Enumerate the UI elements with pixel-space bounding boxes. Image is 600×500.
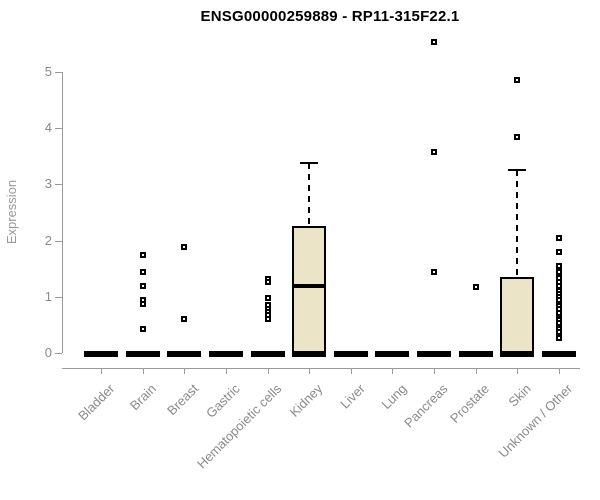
- x-tick-label: Pancreas: [401, 381, 451, 431]
- y-tick: [55, 240, 62, 242]
- x-tick-label: Lung: [377, 381, 410, 413]
- x-tick: [392, 368, 394, 374]
- zero-bar: [333, 350, 368, 357]
- y-axis-label: Expression: [4, 179, 19, 245]
- box: [500, 276, 535, 353]
- x-tick-label: Gastric: [202, 381, 243, 421]
- x-tick: [267, 368, 269, 374]
- median-line: [294, 284, 325, 289]
- y-tick: [55, 296, 62, 298]
- x-tick: [350, 368, 352, 374]
- x-tick: [475, 368, 477, 374]
- outlier-point: [139, 300, 146, 307]
- x-tick-label: Kidney: [287, 381, 326, 420]
- y-tick-label: 3: [44, 176, 52, 192]
- zero-bar: [250, 350, 285, 357]
- outlier-point: [514, 134, 521, 141]
- whisker-cap: [300, 162, 319, 165]
- y-tick: [55, 128, 62, 130]
- outlier-point: [555, 269, 562, 276]
- outlier-point: [472, 283, 479, 290]
- x-tick: [101, 368, 102, 374]
- whisker-cap: [508, 168, 527, 171]
- y-tick: [55, 353, 62, 354]
- zero-bar: [458, 350, 493, 357]
- x-tick-label: Bladder: [75, 381, 118, 424]
- y-tick-label: 2: [44, 232, 52, 248]
- zero-bar: [84, 350, 118, 357]
- zero-bar: [500, 350, 535, 357]
- y-tick: [55, 72, 62, 73]
- outlier-point: [431, 149, 438, 156]
- outlier-point: [555, 309, 562, 316]
- x-tick: [184, 368, 186, 374]
- zero-bar: [417, 350, 452, 357]
- x-tick-label: Unknown / Other: [495, 381, 576, 461]
- x-tick-label: Prostate: [447, 381, 493, 426]
- zero-bar: [208, 350, 243, 357]
- outlier-point: [431, 38, 438, 45]
- outlier-point: [139, 325, 146, 332]
- x-tick: [309, 368, 311, 374]
- outlier-point: [181, 244, 188, 251]
- y-tick-label: 5: [44, 64, 52, 79]
- x-tick: [558, 368, 560, 374]
- x-tick-label: Breast: [163, 381, 201, 419]
- x-tick: [434, 368, 436, 374]
- chart-title: ENSG00000259889 - RP11-315F22.1: [200, 8, 460, 25]
- y-tick-label: 0: [44, 345, 52, 360]
- zero-bar: [292, 350, 327, 357]
- whisker-line: [308, 163, 311, 226]
- box: [292, 225, 327, 353]
- y-axis-line: [62, 72, 63, 353]
- x-tick: [142, 368, 144, 374]
- outlier-point: [264, 278, 271, 285]
- zero-bar: [375, 350, 410, 357]
- outlier-point: [555, 249, 562, 256]
- y-tick-label: 4: [44, 120, 52, 136]
- outlier-point: [555, 283, 562, 290]
- outlier-point: [514, 76, 521, 83]
- outlier-point: [139, 283, 146, 290]
- outlier-point: [264, 295, 271, 302]
- x-tick-label: Liver: [336, 381, 368, 412]
- y-tick: [55, 184, 62, 186]
- outlier-point: [555, 234, 562, 241]
- y-tick-label: 1: [44, 288, 52, 304]
- x-tick: [225, 368, 227, 374]
- outlier-point: [555, 262, 562, 269]
- outlier-point: [139, 251, 146, 258]
- x-axis-line: [62, 368, 580, 369]
- outlier-point: [181, 315, 188, 322]
- x-tick: [517, 368, 519, 374]
- whisker-line: [516, 169, 519, 277]
- zero-bar: [125, 350, 160, 357]
- outlier-point: [264, 315, 271, 322]
- outlier-point: [555, 334, 562, 341]
- outlier-point: [431, 268, 438, 275]
- x-tick-label: Brain: [127, 381, 160, 414]
- x-tick-label: Skin: [505, 381, 534, 410]
- zero-bar: [167, 350, 202, 357]
- zero-bar: [541, 350, 576, 357]
- outlier-point: [139, 269, 146, 276]
